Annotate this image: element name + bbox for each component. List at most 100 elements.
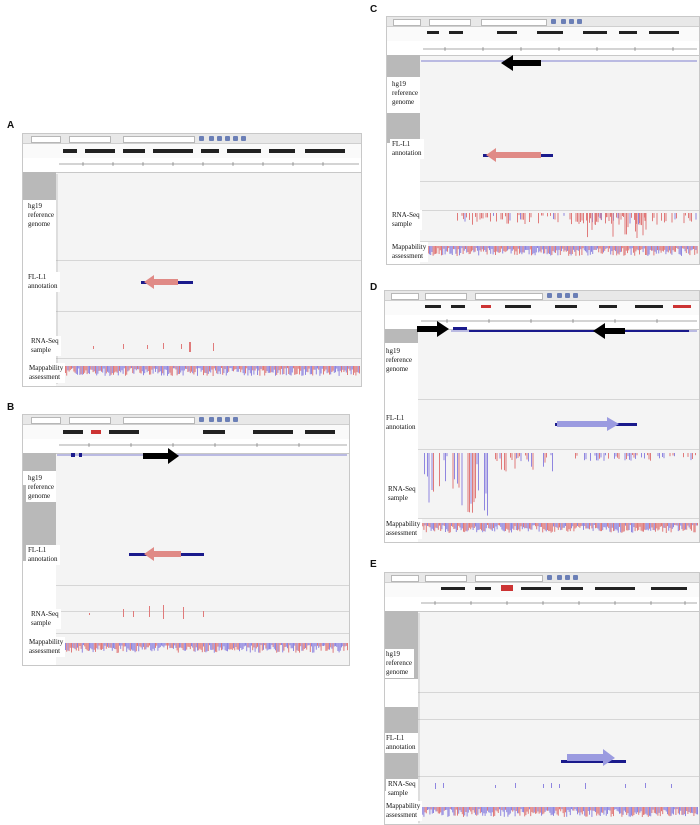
mappability-bar <box>132 366 134 374</box>
mappability-bar <box>607 246 609 252</box>
chromosome-dropdown[interactable] <box>69 417 111 424</box>
toolbar-icon[interactable] <box>573 293 578 298</box>
mappability-bar <box>66 366 68 376</box>
toolbar-icon[interactable] <box>217 136 222 141</box>
toolbar-icon[interactable] <box>565 575 570 580</box>
mappability-bar <box>477 523 479 531</box>
toolbar-icon[interactable] <box>557 293 562 298</box>
mappability-bar <box>582 246 584 249</box>
mappability-bar <box>561 807 563 810</box>
mappability-bar <box>456 246 458 256</box>
toolbar-icon[interactable] <box>217 417 222 422</box>
toolbar-icon[interactable] <box>233 136 238 141</box>
go-button[interactable] <box>199 136 204 141</box>
mappability-bar <box>187 643 189 647</box>
toolbar-icon[interactable] <box>565 293 570 298</box>
rnaseq-read <box>457 213 458 221</box>
mappability-bar <box>668 807 670 816</box>
mappability-bar <box>587 523 589 529</box>
mappability-bar <box>663 246 664 252</box>
ruler-track <box>23 158 361 173</box>
mappability-bar <box>673 523 674 528</box>
mappability-bar <box>565 807 566 813</box>
mappability-bar <box>633 807 635 815</box>
mappability-bar <box>525 246 526 250</box>
mappability-bar <box>448 807 450 817</box>
chromosome-dropdown[interactable] <box>425 293 467 300</box>
mappability-bar <box>682 246 684 249</box>
toolbar-icon[interactable] <box>569 19 574 24</box>
mappability-bar <box>614 807 616 810</box>
mappability-bar <box>313 366 315 370</box>
go-button[interactable] <box>547 575 552 580</box>
locus-input[interactable] <box>475 293 543 300</box>
rnaseq-read <box>538 213 539 224</box>
chromosome-dropdown[interactable] <box>425 575 467 582</box>
go-button[interactable] <box>547 293 552 298</box>
mappability-bar <box>628 807 630 817</box>
genome-dropdown[interactable] <box>31 136 61 143</box>
mappability-label: Mappability assessment <box>390 242 429 262</box>
mappability-bar <box>305 643 306 648</box>
mappability-bar <box>287 366 288 369</box>
toolbar-icon[interactable] <box>225 417 230 422</box>
igv-toolbar <box>23 134 361 144</box>
toolbar-icon[interactable] <box>209 136 214 141</box>
toolbar-icon[interactable] <box>561 19 566 24</box>
rnaseq-read <box>571 213 572 225</box>
genome-dropdown[interactable] <box>391 575 419 582</box>
panel-e-screenshot: hg19 reference genome FL-L1 annotation R… <box>384 572 700 825</box>
go-button[interactable] <box>199 417 204 422</box>
genome-dropdown[interactable] <box>391 293 419 300</box>
mappability-bar <box>185 643 186 651</box>
toolbar-icon[interactable] <box>577 19 582 24</box>
toolbar-icon[interactable] <box>209 417 214 422</box>
mappability-bar <box>441 523 443 530</box>
mappability-bar <box>693 246 694 249</box>
chromosome-dropdown[interactable] <box>69 136 111 143</box>
locus-input[interactable] <box>475 575 543 582</box>
locus-input[interactable] <box>123 417 195 424</box>
toolbar-icon[interactable] <box>233 417 238 422</box>
locus-input[interactable] <box>481 19 547 26</box>
rnaseq-reads <box>435 783 672 789</box>
mappability-bar <box>433 523 434 531</box>
mappability-bar <box>603 523 605 528</box>
locus-input[interactable] <box>123 136 195 143</box>
mappability-bar <box>495 807 497 811</box>
panel-letter-e: E <box>370 559 377 570</box>
toolbar-icon[interactable] <box>557 575 562 580</box>
mappability-bar <box>632 523 634 533</box>
rnaseq-read <box>485 453 487 494</box>
mappability-bar <box>258 366 260 371</box>
rnaseq-reads <box>89 605 204 619</box>
mappability-bar <box>614 523 616 531</box>
mappability-bar <box>342 366 344 370</box>
chromosome-dropdown[interactable] <box>429 19 471 26</box>
toolbar-icon[interactable] <box>225 136 230 141</box>
mappability-bar <box>675 523 677 526</box>
mappability-bar <box>501 807 503 811</box>
mappability-bar <box>222 366 224 375</box>
mappability-bar <box>359 366 360 374</box>
rnaseq-read <box>509 213 511 221</box>
toolbar-icon[interactable] <box>241 136 246 141</box>
genome-forward-arrow <box>417 321 449 337</box>
mappability-bar <box>114 366 116 373</box>
mappability-bar <box>265 643 267 649</box>
mappability-bar <box>479 523 481 529</box>
mappability-bar <box>580 246 582 250</box>
go-button[interactable] <box>551 19 556 24</box>
rnaseq-read <box>529 213 530 222</box>
genome-dropdown[interactable] <box>31 417 61 424</box>
mappability-bar <box>685 246 687 253</box>
mappability-bar <box>569 807 571 816</box>
mappability-bar <box>152 366 154 374</box>
mappability-bar <box>231 366 233 371</box>
genome-dropdown[interactable] <box>393 19 421 26</box>
mappability-bar <box>615 523 617 530</box>
rnaseq-read <box>546 453 547 458</box>
mappability-bar <box>602 807 604 813</box>
toolbar-icon[interactable] <box>573 575 578 580</box>
mappability-bar <box>464 807 466 816</box>
